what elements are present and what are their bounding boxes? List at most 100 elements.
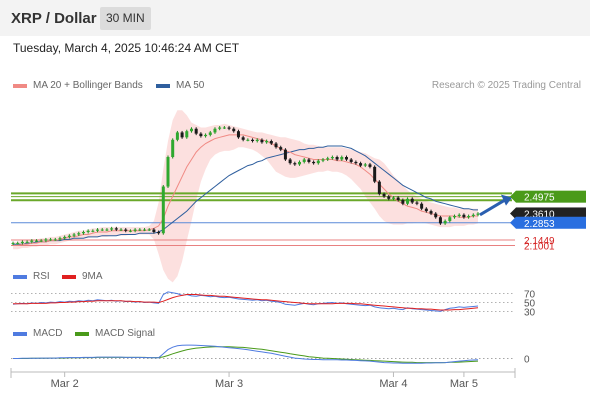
level-label-1: 2.3610 xyxy=(524,209,555,220)
timeframe-button[interactable]: 30 MIN xyxy=(100,7,151,30)
level-label-2: 2.2853 xyxy=(524,219,555,230)
legend-rsi: RSI xyxy=(13,271,50,282)
candle-body-74 xyxy=(359,163,363,166)
candle-body-26 xyxy=(133,229,137,231)
candle-body-4 xyxy=(30,240,34,242)
candle-body-73 xyxy=(354,161,358,164)
candle-body-93 xyxy=(448,217,452,221)
legend-macd: MACD xyxy=(13,328,62,339)
candle-body-79 xyxy=(382,193,386,197)
candle-body-18 xyxy=(96,229,100,231)
candle-body-65 xyxy=(316,160,320,164)
candle-body-1 xyxy=(16,243,20,245)
candle-body-31 xyxy=(157,232,161,234)
level-label-3: 2.1449 xyxy=(524,236,555,247)
x-tick-label-2: Mar 4 xyxy=(379,378,407,390)
candle-body-27 xyxy=(138,229,142,231)
candle-body-22 xyxy=(114,228,118,230)
candle-body-48 xyxy=(236,131,240,138)
candle-body-63 xyxy=(307,159,311,162)
candle-body-64 xyxy=(312,161,316,164)
legend-macd-swatch xyxy=(13,331,27,336)
candle-body-44 xyxy=(218,127,222,129)
macd-zero-label: 0 xyxy=(524,355,530,366)
candle-body-97 xyxy=(467,216,471,218)
candle-body-39 xyxy=(194,128,198,134)
candle-body-11 xyxy=(63,236,67,239)
chart-datetime: Tuesday, March 4, 2025 10:46:24 AM CET xyxy=(13,41,240,55)
candle-body-49 xyxy=(241,137,245,140)
candle-body-82 xyxy=(396,197,400,201)
candle-body-15 xyxy=(81,232,85,234)
candle-body-99 xyxy=(476,213,480,215)
candle-body-80 xyxy=(387,196,391,199)
candle-body-52 xyxy=(255,139,259,142)
candle-body-72 xyxy=(349,159,353,162)
candle-body-91 xyxy=(438,217,442,224)
candle-body-77 xyxy=(373,166,377,182)
ma20-line xyxy=(13,134,478,246)
legend-ma20-swatch xyxy=(13,83,27,88)
rsi-9ma-line xyxy=(13,294,479,311)
candle-body-24 xyxy=(124,229,128,231)
candle-body-46 xyxy=(227,127,231,129)
candle-body-95 xyxy=(457,214,461,217)
level-box-notch-0 xyxy=(510,190,516,203)
candle-body-2 xyxy=(20,241,24,244)
candle-body-10 xyxy=(58,238,62,240)
candle-body-62 xyxy=(302,159,306,162)
legend-9ma-swatch xyxy=(62,274,76,279)
legend-macd-signal-label: MACD Signal xyxy=(95,328,156,339)
candle-body-42 xyxy=(208,132,212,135)
candle-body-69 xyxy=(335,157,339,160)
candle-body-6 xyxy=(39,240,43,242)
candle-body-61 xyxy=(298,161,302,165)
candle-body-87 xyxy=(420,203,424,209)
legend-rsi-9ma: 9MA xyxy=(62,271,103,282)
candle-body-23 xyxy=(119,229,123,231)
candle-body-28 xyxy=(143,229,147,231)
legend-macd-label: MACD xyxy=(33,328,63,339)
bollinger-band-area xyxy=(13,110,478,283)
candle-body-60 xyxy=(293,163,297,165)
candle-body-68 xyxy=(330,157,334,159)
x-tick-label-0: Mar 2 xyxy=(51,378,79,390)
candle-body-33 xyxy=(166,157,170,187)
candle-body-7 xyxy=(44,239,48,241)
candle-body-8 xyxy=(49,239,53,241)
candle-body-51 xyxy=(251,139,255,142)
level-box-2 xyxy=(516,216,586,229)
candle-body-0 xyxy=(11,243,15,245)
forecast-arrow-head xyxy=(501,194,512,206)
candle-body-32 xyxy=(161,186,165,234)
candle-body-81 xyxy=(391,197,395,199)
level-box-notch-2 xyxy=(510,216,516,229)
candle-body-85 xyxy=(410,198,414,203)
candle-body-57 xyxy=(279,147,283,150)
candle-body-50 xyxy=(246,139,250,141)
level-box-0 xyxy=(516,190,586,203)
x-tick-label-3: Mar 5 xyxy=(450,378,478,390)
candle-body-56 xyxy=(274,143,278,148)
legend-rsi-label: RSI xyxy=(33,271,50,282)
candle-body-41 xyxy=(204,134,208,137)
instrument-title: XRP / Dollar xyxy=(11,10,97,27)
candle-body-36 xyxy=(180,132,184,138)
candle-body-98 xyxy=(471,214,475,217)
legend-ma20-bollinger: MA 20 + Bollinger Bands xyxy=(13,80,143,91)
candle-body-16 xyxy=(86,230,90,233)
candle-body-88 xyxy=(424,208,428,212)
candle-body-25 xyxy=(128,230,132,232)
candle-body-9 xyxy=(53,239,57,241)
legend-macd-signal: MACD Signal xyxy=(75,328,155,339)
candle-body-13 xyxy=(72,234,76,236)
candle-body-90 xyxy=(434,213,438,218)
level-label-0: 2.4975 xyxy=(524,193,555,204)
rsi-level-label-2: 30 xyxy=(524,307,536,318)
candle-body-3 xyxy=(25,241,29,243)
candle-body-29 xyxy=(147,229,151,231)
candle-body-59 xyxy=(288,159,292,164)
macd-line xyxy=(13,344,479,364)
rsi-line xyxy=(12,291,479,312)
